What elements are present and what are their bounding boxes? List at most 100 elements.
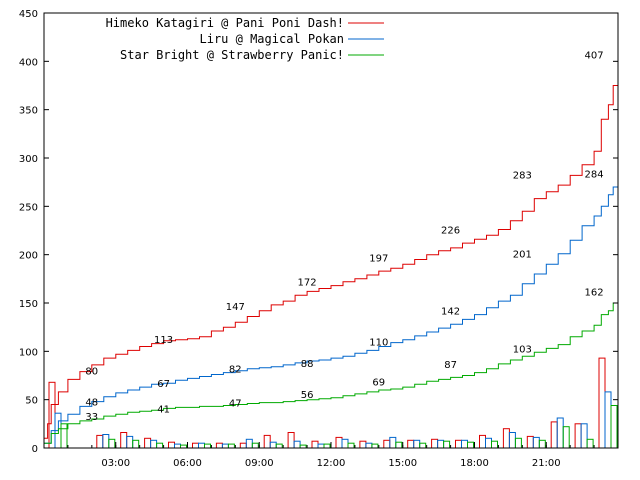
annotation-label: 41 xyxy=(157,404,170,415)
hourly-bar-1 xyxy=(311,440,319,449)
hourly-bar-2 xyxy=(508,432,516,449)
annotation-label: 283 xyxy=(513,170,532,181)
annotation-label: 88 xyxy=(301,359,314,370)
legend: Himeko Katagiri @ Pani Poni Dash! Liru @ … xyxy=(106,16,384,62)
hourly-bar-2 xyxy=(461,439,468,449)
annotation-label: 113 xyxy=(154,335,173,346)
hourly-bar-1 xyxy=(263,434,271,449)
hourly-bar-1 xyxy=(192,442,199,449)
hourly-bar-1 xyxy=(431,438,439,449)
legend-entry-label: Liru @ Magical Pokan xyxy=(200,32,345,46)
hourly-bar-1 xyxy=(144,437,152,449)
annotation-label: 67 xyxy=(157,379,170,390)
legend-entry-label: Himeko Katagiri @ Pani Poni Dash! xyxy=(106,16,344,30)
y-tick-label: 400 xyxy=(19,57,38,68)
hourly-bar-3 xyxy=(227,443,235,449)
y-tick-label: 100 xyxy=(19,347,38,358)
hourly-bar-1 xyxy=(168,441,175,449)
hourly-bar-2 xyxy=(102,434,110,449)
hourly-bar-2 xyxy=(437,439,445,449)
hourly-bars-layer xyxy=(48,357,618,449)
hourly-bar-1 xyxy=(287,432,295,449)
x-tick-label: 03:00 xyxy=(101,458,130,469)
hourly-bar-2 xyxy=(150,439,158,449)
hourly-bar-1 xyxy=(574,423,582,449)
hourly-bar-1 xyxy=(526,435,534,449)
hourly-bar-3 xyxy=(371,443,379,449)
hourly-bar-3 xyxy=(395,441,403,449)
series-lines-layer xyxy=(44,54,619,444)
hourly-bar-1 xyxy=(502,428,510,449)
y-tick-label: 350 xyxy=(19,106,38,117)
hourly-bar-1 xyxy=(239,442,247,449)
y-tick-label: 50 xyxy=(25,396,38,407)
annotation-label: 48 xyxy=(85,398,98,409)
annotation-label: 110 xyxy=(369,338,388,349)
hourly-bar-1 xyxy=(407,439,415,449)
axes-layer: 0 50 100 150 200 250 300 350 400 450 03:00 06:00 09:… xyxy=(19,9,619,469)
annotation-label: 82 xyxy=(229,365,242,376)
annotation-label: 284 xyxy=(585,170,604,181)
x-tick-label: 21:00 xyxy=(532,458,561,469)
hourly-bar-2 xyxy=(269,441,277,449)
hourly-bar-2 xyxy=(365,442,373,449)
annotation-label: 103 xyxy=(513,344,532,355)
hourly-bar-2 xyxy=(221,443,229,449)
hourly-bar-2 xyxy=(580,423,588,449)
annotation-label: 142 xyxy=(441,307,460,318)
series-line-1 xyxy=(44,54,619,439)
hourly-bar-3 xyxy=(443,440,451,449)
annotation-label: 162 xyxy=(585,287,604,298)
hourly-bar-2 xyxy=(174,443,181,449)
x-tick-label: 18:00 xyxy=(460,458,489,469)
y-tick-label: 300 xyxy=(19,154,38,165)
hourly-bar-3 xyxy=(467,441,474,449)
hourly-bar-3 xyxy=(538,439,546,449)
hourly-bar-1 xyxy=(359,440,367,449)
hourly-bar-3 xyxy=(419,442,427,449)
x-tick-label: 12:00 xyxy=(317,458,346,469)
hourly-bar-2 xyxy=(556,417,564,449)
hourly-bar-3 xyxy=(562,426,570,449)
hourly-bar-2 xyxy=(389,436,397,449)
hourly-bar-1 xyxy=(215,442,223,449)
annotation-label: 33 xyxy=(85,412,98,423)
annotation-label: 56 xyxy=(301,390,314,401)
hourly-bar-2 xyxy=(198,442,205,449)
hourly-bar-1 xyxy=(598,357,606,449)
hourly-bar-1 xyxy=(120,432,128,449)
hourly-bar-3 xyxy=(60,423,68,449)
annotation-label: 197 xyxy=(369,254,388,265)
hourly-bar-2 xyxy=(293,440,301,449)
annotation-label: 47 xyxy=(229,399,242,410)
hourly-bar-3 xyxy=(586,438,594,449)
hourly-bar-1 xyxy=(455,439,462,449)
hourly-bar-3 xyxy=(491,440,498,449)
hourly-bar-1 xyxy=(550,421,558,449)
annotation-label: 80 xyxy=(85,367,98,378)
y-tick-label: 200 xyxy=(19,251,38,262)
annotation-label: 172 xyxy=(298,278,317,289)
legend-entry-label: Star Bright @ Strawberry Panic! xyxy=(120,48,344,62)
hourly-bar-2 xyxy=(413,439,421,449)
hourly-bar-3 xyxy=(514,437,522,449)
hourly-bar-1 xyxy=(383,439,391,449)
hourly-bar-3 xyxy=(156,442,164,449)
x-tick-label: 06:00 xyxy=(173,458,202,469)
series-line-2 xyxy=(44,173,619,444)
hourly-bar-3 xyxy=(132,439,140,449)
annotation-labels-layer: 80 113 147 172 197 226 283 407 48 67 82 88 110 142 201… xyxy=(85,51,603,424)
y-tick-label: 150 xyxy=(19,299,38,310)
hourly-bar-3 xyxy=(323,443,331,449)
y-tick-label: 250 xyxy=(19,202,38,213)
hourly-bar-3 xyxy=(108,438,116,449)
annotation-label: 226 xyxy=(441,226,460,237)
hourly-bar-1 xyxy=(48,381,56,449)
hourly-bar-2 xyxy=(245,438,253,449)
hourly-bar-3 xyxy=(610,405,618,449)
x-tick-label: 15:00 xyxy=(388,458,417,469)
hourly-bar-3 xyxy=(275,443,283,449)
plot-frame xyxy=(43,12,619,449)
